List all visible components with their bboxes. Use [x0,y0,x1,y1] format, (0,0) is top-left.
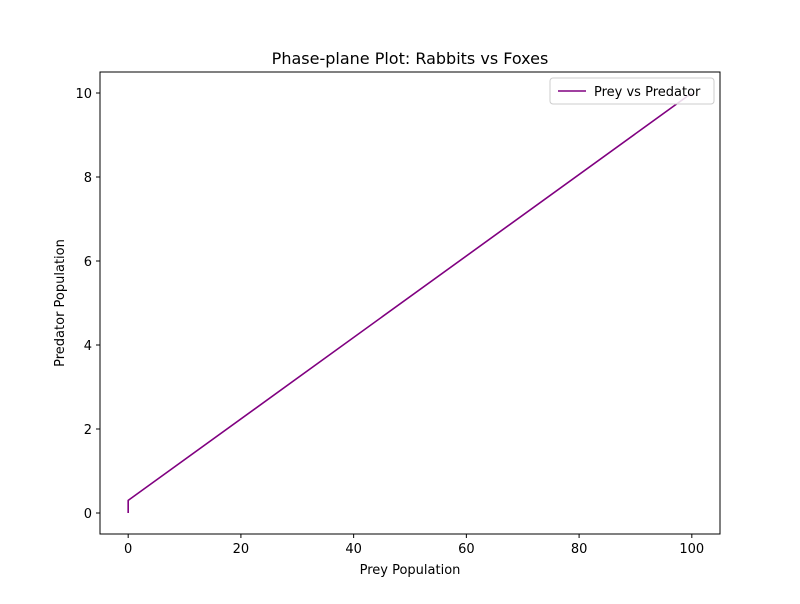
series-line-0 [127,92,693,513]
x-tick-label: 80 [571,542,588,557]
legend-label: Prey vs Predator [594,85,701,100]
legend-box [549,77,715,105]
axes-frame [99,71,721,535]
y-tick-label: 6 [84,255,92,270]
x-tick-label: 40 [345,542,362,557]
y-tick-label: 8 [84,171,92,186]
x-tick-label: 0 [124,542,132,557]
legend: Prey vs Predator [549,77,715,105]
y-axis-label: Predator Population [53,239,68,367]
x-tick-label: 20 [233,542,250,557]
x-axis-label: Prey Population [360,563,461,578]
plot-area: 0 20 40 60 80 100 0 2 4 6 8 10 [75,71,721,557]
y-tick-label: 4 [84,339,92,354]
chart-title: Phase-plane Plot: Rabbits vs Foxes [272,49,549,68]
x-tick-label: 100 [679,542,704,557]
y-tick-label: 2 [84,423,92,438]
y-tick-label: 10 [75,87,92,102]
y-tick-label: 0 [84,507,92,522]
x-tick-label: 60 [458,542,475,557]
